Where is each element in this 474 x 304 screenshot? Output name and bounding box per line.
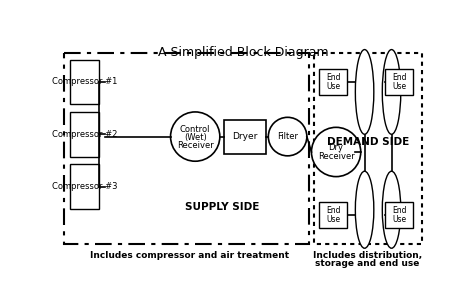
- Text: Filter: Filter: [277, 132, 298, 141]
- Text: Includes distribution,: Includes distribution,: [313, 251, 422, 260]
- Bar: [70, 112, 99, 157]
- Bar: [319, 202, 347, 228]
- Text: Compressor #1: Compressor #1: [52, 78, 117, 86]
- Text: Dry: Dry: [328, 143, 344, 152]
- Text: Dryer: Dryer: [233, 132, 258, 141]
- Ellipse shape: [356, 50, 374, 134]
- Text: (Wet): (Wet): [184, 133, 207, 142]
- Text: DEMAND SIDE: DEMAND SIDE: [328, 136, 410, 147]
- Bar: [319, 69, 347, 95]
- Ellipse shape: [356, 171, 374, 248]
- Text: Includes compressor and air treatment: Includes compressor and air treatment: [90, 251, 289, 260]
- Ellipse shape: [383, 171, 401, 248]
- Text: End
Use: End Use: [326, 206, 340, 224]
- Bar: [225, 120, 266, 154]
- Bar: [64, 54, 309, 244]
- Ellipse shape: [383, 50, 401, 134]
- Bar: [314, 54, 421, 244]
- Text: Compressor #2: Compressor #2: [52, 130, 117, 139]
- Text: storage and end use: storage and end use: [316, 259, 420, 268]
- Bar: [385, 202, 413, 228]
- Text: A Simplified Block Diagram: A Simplified Block Diagram: [158, 46, 328, 59]
- Text: Compressor #3: Compressor #3: [52, 182, 117, 191]
- Text: Receiver: Receiver: [318, 152, 355, 161]
- Text: Control: Control: [180, 125, 210, 134]
- Circle shape: [171, 112, 220, 161]
- Text: End
Use: End Use: [326, 73, 340, 91]
- Text: SUPPLY SIDE: SUPPLY SIDE: [185, 202, 259, 212]
- Circle shape: [311, 127, 361, 177]
- Text: End
Use: End Use: [392, 206, 407, 224]
- Text: Receiver: Receiver: [177, 140, 214, 150]
- Bar: [385, 69, 413, 95]
- Bar: [70, 60, 99, 104]
- Text: End
Use: End Use: [392, 73, 407, 91]
- Bar: [70, 164, 99, 209]
- Ellipse shape: [268, 117, 307, 156]
